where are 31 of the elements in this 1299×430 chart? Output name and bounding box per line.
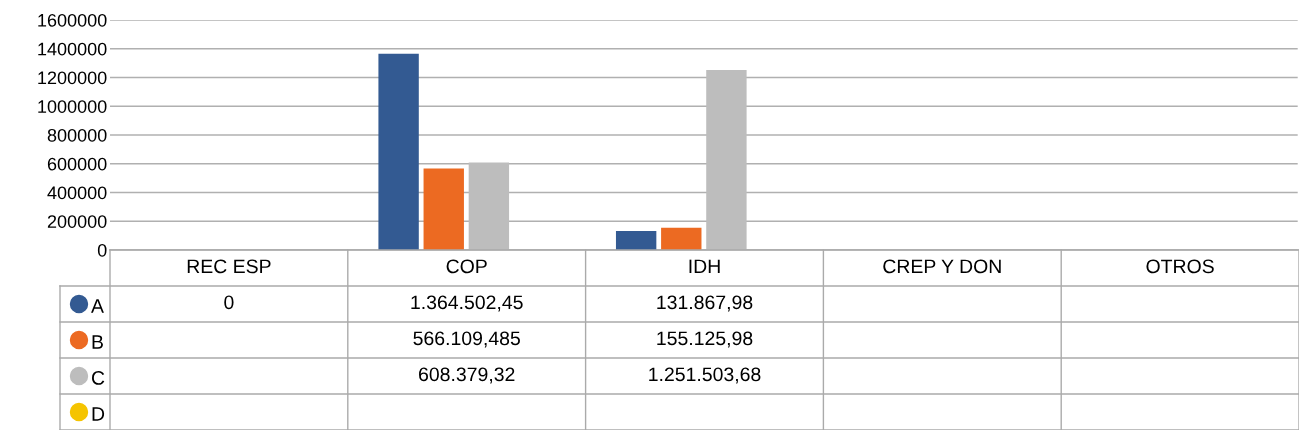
x-tick-label: REC ESP — [187, 259, 271, 274]
y-tick-label: 1400000 — [38, 42, 107, 56]
bar — [378, 53, 419, 250]
y-tick-label: 1600000 — [38, 13, 107, 27]
y-tick-label: 200000 — [47, 215, 107, 228]
x-tick-label: IDH — [689, 259, 720, 274]
legend-label: B — [92, 335, 103, 349]
legend-label: D — [92, 407, 105, 421]
bar — [661, 227, 702, 250]
bar — [706, 70, 747, 250]
y-tick-label: 600000 — [47, 157, 107, 171]
y-tick-label: 1000000 — [38, 100, 107, 113]
y-tick-label: 800000 — [47, 128, 107, 142]
y-tick-label: 400000 — [47, 186, 107, 200]
data-label: 1.251.503,68 — [649, 367, 761, 384]
x-tick-label: COP — [446, 259, 487, 274]
bar — [615, 231, 657, 250]
legend-label: A — [91, 299, 104, 313]
data-label: 608.379,32 — [419, 367, 515, 384]
data-label: 1.364.502,45 — [411, 295, 523, 312]
bar — [423, 168, 464, 250]
x-tick-label: CREP Y DON — [883, 259, 1001, 274]
data-label: 155.125,98 — [657, 331, 753, 348]
data-label: 0 — [224, 295, 234, 310]
legend-label: C — [91, 371, 105, 385]
data-label: 131.867,98 — [657, 295, 753, 312]
bar — [468, 162, 510, 250]
data-label: 566.109,485 — [413, 331, 520, 348]
y-tick-label: 1200000 — [38, 71, 107, 85]
x-tick-label: OTROS — [1146, 259, 1214, 274]
y-tick-label: 0 — [97, 243, 107, 257]
